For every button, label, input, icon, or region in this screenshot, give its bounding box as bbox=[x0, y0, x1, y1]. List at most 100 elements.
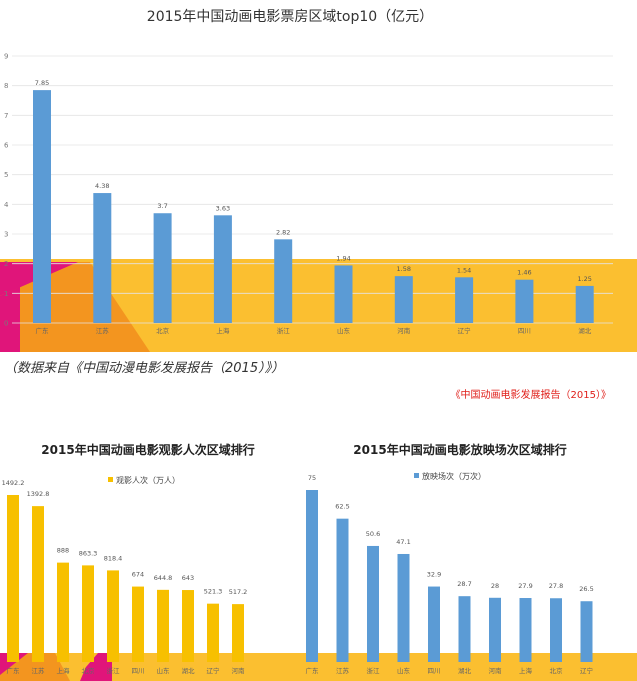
value-label: 1492.2 bbox=[2, 479, 25, 487]
bar bbox=[367, 545, 379, 662]
bar bbox=[33, 90, 51, 323]
screenings-legend-label: 放映场次（万次） bbox=[422, 471, 486, 481]
value-label: 62.5 bbox=[335, 503, 349, 511]
category-label: 湖北 bbox=[182, 666, 196, 675]
bar bbox=[336, 518, 349, 662]
category-label: 北京 bbox=[82, 666, 96, 675]
chart-title: 2015年中国动画电影票房区域top10（亿元） bbox=[147, 9, 433, 25]
bar bbox=[57, 562, 69, 662]
bar bbox=[153, 213, 172, 323]
category-label: 山东 bbox=[337, 326, 351, 335]
bar bbox=[580, 601, 593, 662]
bar bbox=[306, 490, 318, 662]
category-label: 山东 bbox=[157, 666, 171, 675]
category-label: 北京 bbox=[156, 326, 170, 335]
bar bbox=[550, 598, 562, 662]
category-label: 上海 bbox=[216, 326, 230, 335]
category-label: 北京 bbox=[550, 666, 564, 675]
box-office-chart: 0 1 2 3 4 5 6 7 8 9 7.85 广东 4.38 江苏 3.7 北京 3.63 上海 2.82 浙江… bbox=[0, 9, 637, 352]
value-label: 75 bbox=[308, 474, 316, 482]
bar bbox=[182, 590, 194, 662]
bar bbox=[397, 553, 410, 662]
value-label: 1392.8 bbox=[27, 490, 50, 498]
category-label: 浙江 bbox=[367, 666, 381, 675]
bar bbox=[232, 604, 244, 662]
category-label: 湖北 bbox=[578, 326, 592, 335]
bar bbox=[334, 265, 353, 323]
bars: 7.85 广东 4.38 江苏 3.7 北京 3.63 上海 2.82 浙江 1.94 山东 1.58 河… bbox=[33, 79, 594, 335]
y-tick-label: 9 bbox=[4, 53, 8, 61]
value-label: 2.82 bbox=[276, 228, 290, 236]
bar bbox=[394, 276, 413, 323]
screenings-chart-title: 2015年中国动画电影放映场次区域排行 bbox=[353, 442, 566, 457]
bar bbox=[207, 603, 219, 662]
value-label: 1.94 bbox=[336, 254, 350, 262]
value-label: 3.63 bbox=[216, 204, 230, 212]
attendance-bars: 1492.2 广东 1392.8 江苏 888 上海 863.3 北京 818.4 浙江 674 四川… bbox=[2, 479, 248, 675]
decorative-band bbox=[0, 653, 637, 681]
bar bbox=[515, 279, 534, 323]
band-magenta-right bbox=[80, 653, 112, 681]
value-label: 818.4 bbox=[104, 554, 123, 562]
value-label: 7.85 bbox=[35, 79, 49, 87]
category-label: 湖北 bbox=[458, 666, 472, 675]
category-label: 江苏 bbox=[336, 666, 350, 675]
value-label: 26.5 bbox=[579, 585, 593, 593]
bar bbox=[213, 215, 232, 323]
category-label: 四川 bbox=[518, 327, 531, 335]
gridlines bbox=[12, 55, 613, 324]
bar bbox=[107, 570, 119, 662]
value-label: 50.6 bbox=[366, 530, 380, 538]
y-tick-label: 7 bbox=[4, 112, 8, 120]
category-label: 江苏 bbox=[32, 666, 46, 675]
bar bbox=[7, 495, 19, 662]
category-label: 上海 bbox=[57, 666, 71, 675]
value-label: 643 bbox=[182, 574, 194, 582]
attendance-legend-label: 观影人次（万人） bbox=[116, 475, 180, 485]
value-label: 4.38 bbox=[95, 182, 109, 190]
bar bbox=[82, 565, 94, 662]
bar bbox=[489, 597, 501, 662]
bar bbox=[274, 239, 293, 323]
y-axis-ticks: 0 1 2 3 4 5 6 7 8 9 bbox=[4, 53, 9, 328]
category-label: 广东 bbox=[306, 666, 320, 675]
value-label: 517.2 bbox=[229, 588, 248, 596]
attendance-legend-swatch bbox=[108, 477, 113, 482]
value-label: 28.7 bbox=[457, 580, 471, 588]
category-label: 四川 bbox=[428, 667, 441, 675]
value-label: 521.3 bbox=[204, 588, 223, 596]
category-label: 上海 bbox=[519, 666, 533, 675]
screenings-bars: 75 广东 62.5 江苏 50.6 浙江 47.1 山东 32.9 四川 28.7 湖北 28 河南 27… bbox=[306, 474, 594, 675]
bar bbox=[519, 598, 532, 662]
value-label: 1.46 bbox=[517, 269, 531, 277]
y-tick-label: 3 bbox=[4, 231, 8, 239]
category-label: 辽宁 bbox=[458, 326, 472, 335]
band-magenta-edge bbox=[0, 287, 20, 352]
value-label: 1.58 bbox=[397, 265, 411, 273]
bar bbox=[132, 586, 144, 662]
value-label: 32.9 bbox=[427, 571, 441, 579]
bar bbox=[575, 285, 594, 323]
value-label: 27.9 bbox=[518, 582, 532, 590]
bar bbox=[458, 596, 471, 662]
data-source-caption: （数据来自《中国动漫电影发展报告（2015）》） bbox=[4, 361, 285, 376]
bar bbox=[93, 193, 112, 323]
value-label: 1.54 bbox=[457, 266, 471, 274]
category-label: 河南 bbox=[232, 666, 246, 675]
bar bbox=[428, 586, 440, 662]
bar bbox=[455, 277, 474, 323]
y-tick-label: 8 bbox=[4, 82, 8, 90]
value-label: 1.25 bbox=[577, 275, 591, 283]
category-label: 辽宁 bbox=[580, 666, 594, 675]
value-label: 674 bbox=[132, 571, 144, 579]
screenings-legend-swatch bbox=[414, 473, 419, 478]
y-tick-label: 0 bbox=[4, 320, 8, 328]
y-tick-label: 1 bbox=[4, 290, 8, 298]
value-label: 3.7 bbox=[157, 202, 167, 210]
y-tick-label: 4 bbox=[4, 201, 9, 209]
value-label: 28 bbox=[491, 582, 499, 590]
value-label: 863.3 bbox=[79, 549, 98, 557]
bottom-charts: 2015年中国动画电影观影人次区域排行 观影人次（万人） 1492.2 广东 139… bbox=[0, 442, 637, 681]
y-tick-label: 2 bbox=[4, 260, 8, 268]
category-label: 河南 bbox=[489, 666, 503, 675]
